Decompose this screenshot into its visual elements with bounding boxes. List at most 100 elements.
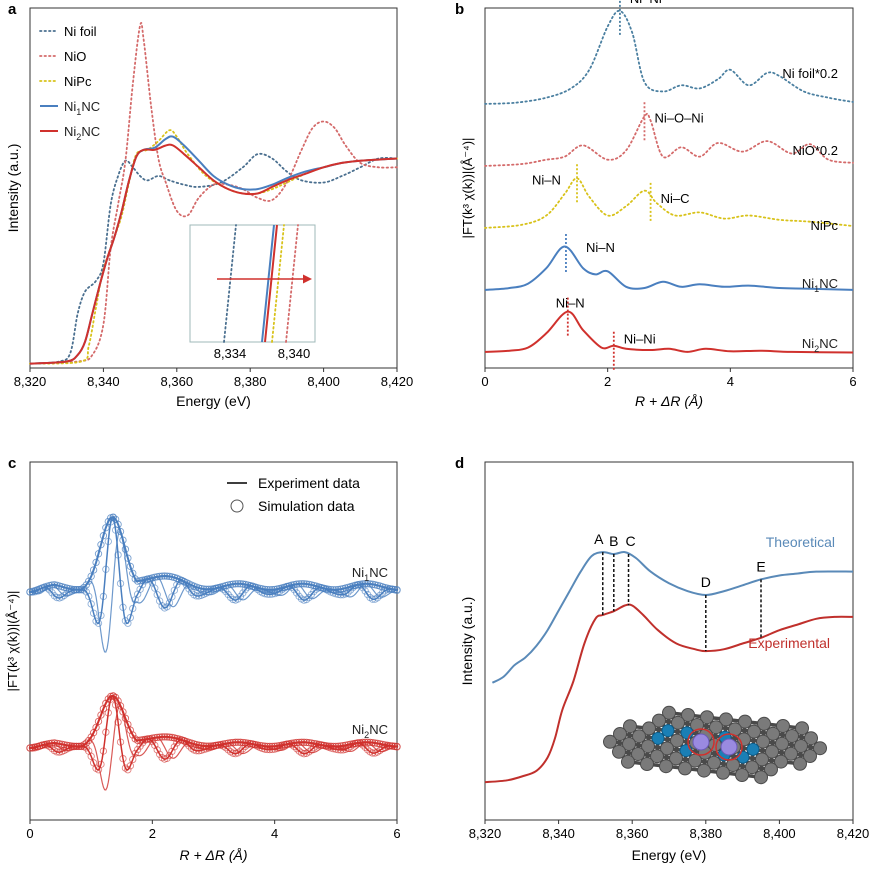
simulation-point	[268, 590, 276, 598]
simulation-point	[359, 580, 367, 588]
simulation-point	[236, 747, 245, 755]
x-tick-label: 8,380	[234, 374, 267, 389]
simulation-point	[266, 586, 274, 594]
carbon-atom	[745, 760, 759, 775]
carbon-atom	[793, 756, 807, 771]
series-label-theoretical: Theoretical	[766, 534, 835, 550]
carbon-atom	[700, 710, 714, 725]
simulation-point	[72, 586, 81, 594]
simulation-point	[111, 701, 120, 709]
panel-c: c Ni1NC Ni2NC Experiment data Simulation dat…	[5, 455, 401, 863]
series-label: NiPc	[811, 218, 839, 233]
simulation-point	[50, 592, 59, 600]
panel-d: d Theoretical Experimental A B C D E 8,320 8,340 8…	[455, 455, 869, 863]
simulation-point	[65, 585, 73, 593]
simulation-point	[300, 738, 308, 746]
simulation-point	[295, 738, 303, 747]
simulation-point	[361, 587, 369, 595]
simulation-point	[99, 532, 108, 540]
simulation-point	[97, 760, 105, 768]
simulation-point	[241, 739, 249, 747]
carbon-atom	[690, 718, 704, 732]
simulation-point	[263, 590, 271, 598]
carbon-atom	[613, 727, 627, 741]
simulation-point	[97, 611, 105, 620]
carbon-atom	[785, 729, 799, 743]
simulation-point	[168, 747, 176, 756]
simulation-point	[126, 613, 134, 622]
simulation-point	[302, 580, 311, 588]
simulation-point	[119, 603, 127, 611]
x-tick-label: 8,420	[381, 374, 414, 389]
simulation-point	[371, 739, 379, 747]
legend-label: Ni2NC	[64, 124, 100, 142]
series-label: NiO*0.2	[792, 143, 838, 158]
simulation-point	[151, 734, 159, 742]
x-axis-label: Energy (eV)	[176, 393, 251, 409]
y-axis-label: Intensity (a.u.)	[459, 597, 475, 686]
carbon-atom	[641, 739, 655, 754]
simulation-point	[119, 754, 127, 763]
x-tick-label: 4	[271, 826, 278, 841]
carbon-atom	[774, 754, 788, 769]
carbon-atom	[757, 716, 771, 731]
simulation-point	[160, 733, 169, 741]
simulation-point	[102, 699, 110, 707]
legend-circle-swatch	[230, 499, 244, 513]
carbon-atom	[621, 754, 635, 769]
simulation-point	[368, 595, 377, 603]
simulation-point	[354, 739, 362, 747]
simulation-point	[386, 585, 394, 593]
simulation-point	[300, 750, 308, 758]
simulation-point	[85, 592, 93, 601]
simulation-point	[87, 600, 95, 608]
inset-line	[223, 224, 237, 343]
inset-line	[271, 224, 285, 343]
simulation-point	[297, 738, 306, 746]
carbon-atom	[707, 755, 721, 770]
carbon-atom	[776, 719, 790, 733]
carbon-atom	[659, 759, 673, 774]
x-axis-label: R + ΔR (Å)	[179, 847, 247, 863]
simulation-point	[82, 581, 90, 589]
carbon-atom	[804, 731, 818, 746]
simulation-point	[158, 733, 166, 741]
simulation-point	[170, 743, 179, 751]
carbon-atom	[697, 763, 711, 778]
y-axis-label: Intensity (a.u.)	[5, 144, 21, 233]
series-label: Ni2NC	[352, 722, 388, 740]
carbon-atom	[719, 712, 733, 727]
simulation-point	[231, 580, 240, 588]
simulation-point	[75, 742, 83, 751]
simulation-point	[305, 739, 313, 747]
carbon-atom	[631, 747, 645, 761]
feature-label: C	[625, 533, 635, 549]
simulation-point	[376, 591, 384, 600]
carbon-atom	[652, 713, 666, 728]
simulation-point	[234, 749, 242, 757]
simulation-point	[151, 741, 159, 749]
y-axis-label: |FT(k³ χ(k))|(Å⁻⁴)|	[460, 138, 475, 239]
simulation-point	[315, 741, 323, 749]
simulation-point	[295, 592, 303, 600]
x-axis-label: Energy (eV)	[632, 847, 707, 863]
simulation-point	[104, 517, 112, 526]
simulation-point	[234, 580, 242, 588]
x-tick-label: 6	[849, 374, 856, 389]
x-tick-label: 0	[26, 826, 33, 841]
simulation-point	[153, 746, 161, 754]
legend-label: NiO	[64, 49, 86, 64]
simulation-point	[302, 738, 311, 747]
panel-label: c	[8, 455, 16, 472]
simulation-point	[165, 572, 174, 581]
carbon-atom	[650, 749, 664, 764]
carbon-atom	[754, 770, 768, 785]
simulation-point	[114, 551, 122, 559]
simulation-point	[131, 749, 139, 758]
series-label: Ni2NC	[802, 336, 838, 354]
simulation-point	[368, 749, 377, 757]
simulation-point	[70, 742, 78, 751]
simulation-point	[104, 537, 112, 546]
feature-label: E	[756, 558, 765, 574]
simulation-point	[373, 739, 382, 748]
